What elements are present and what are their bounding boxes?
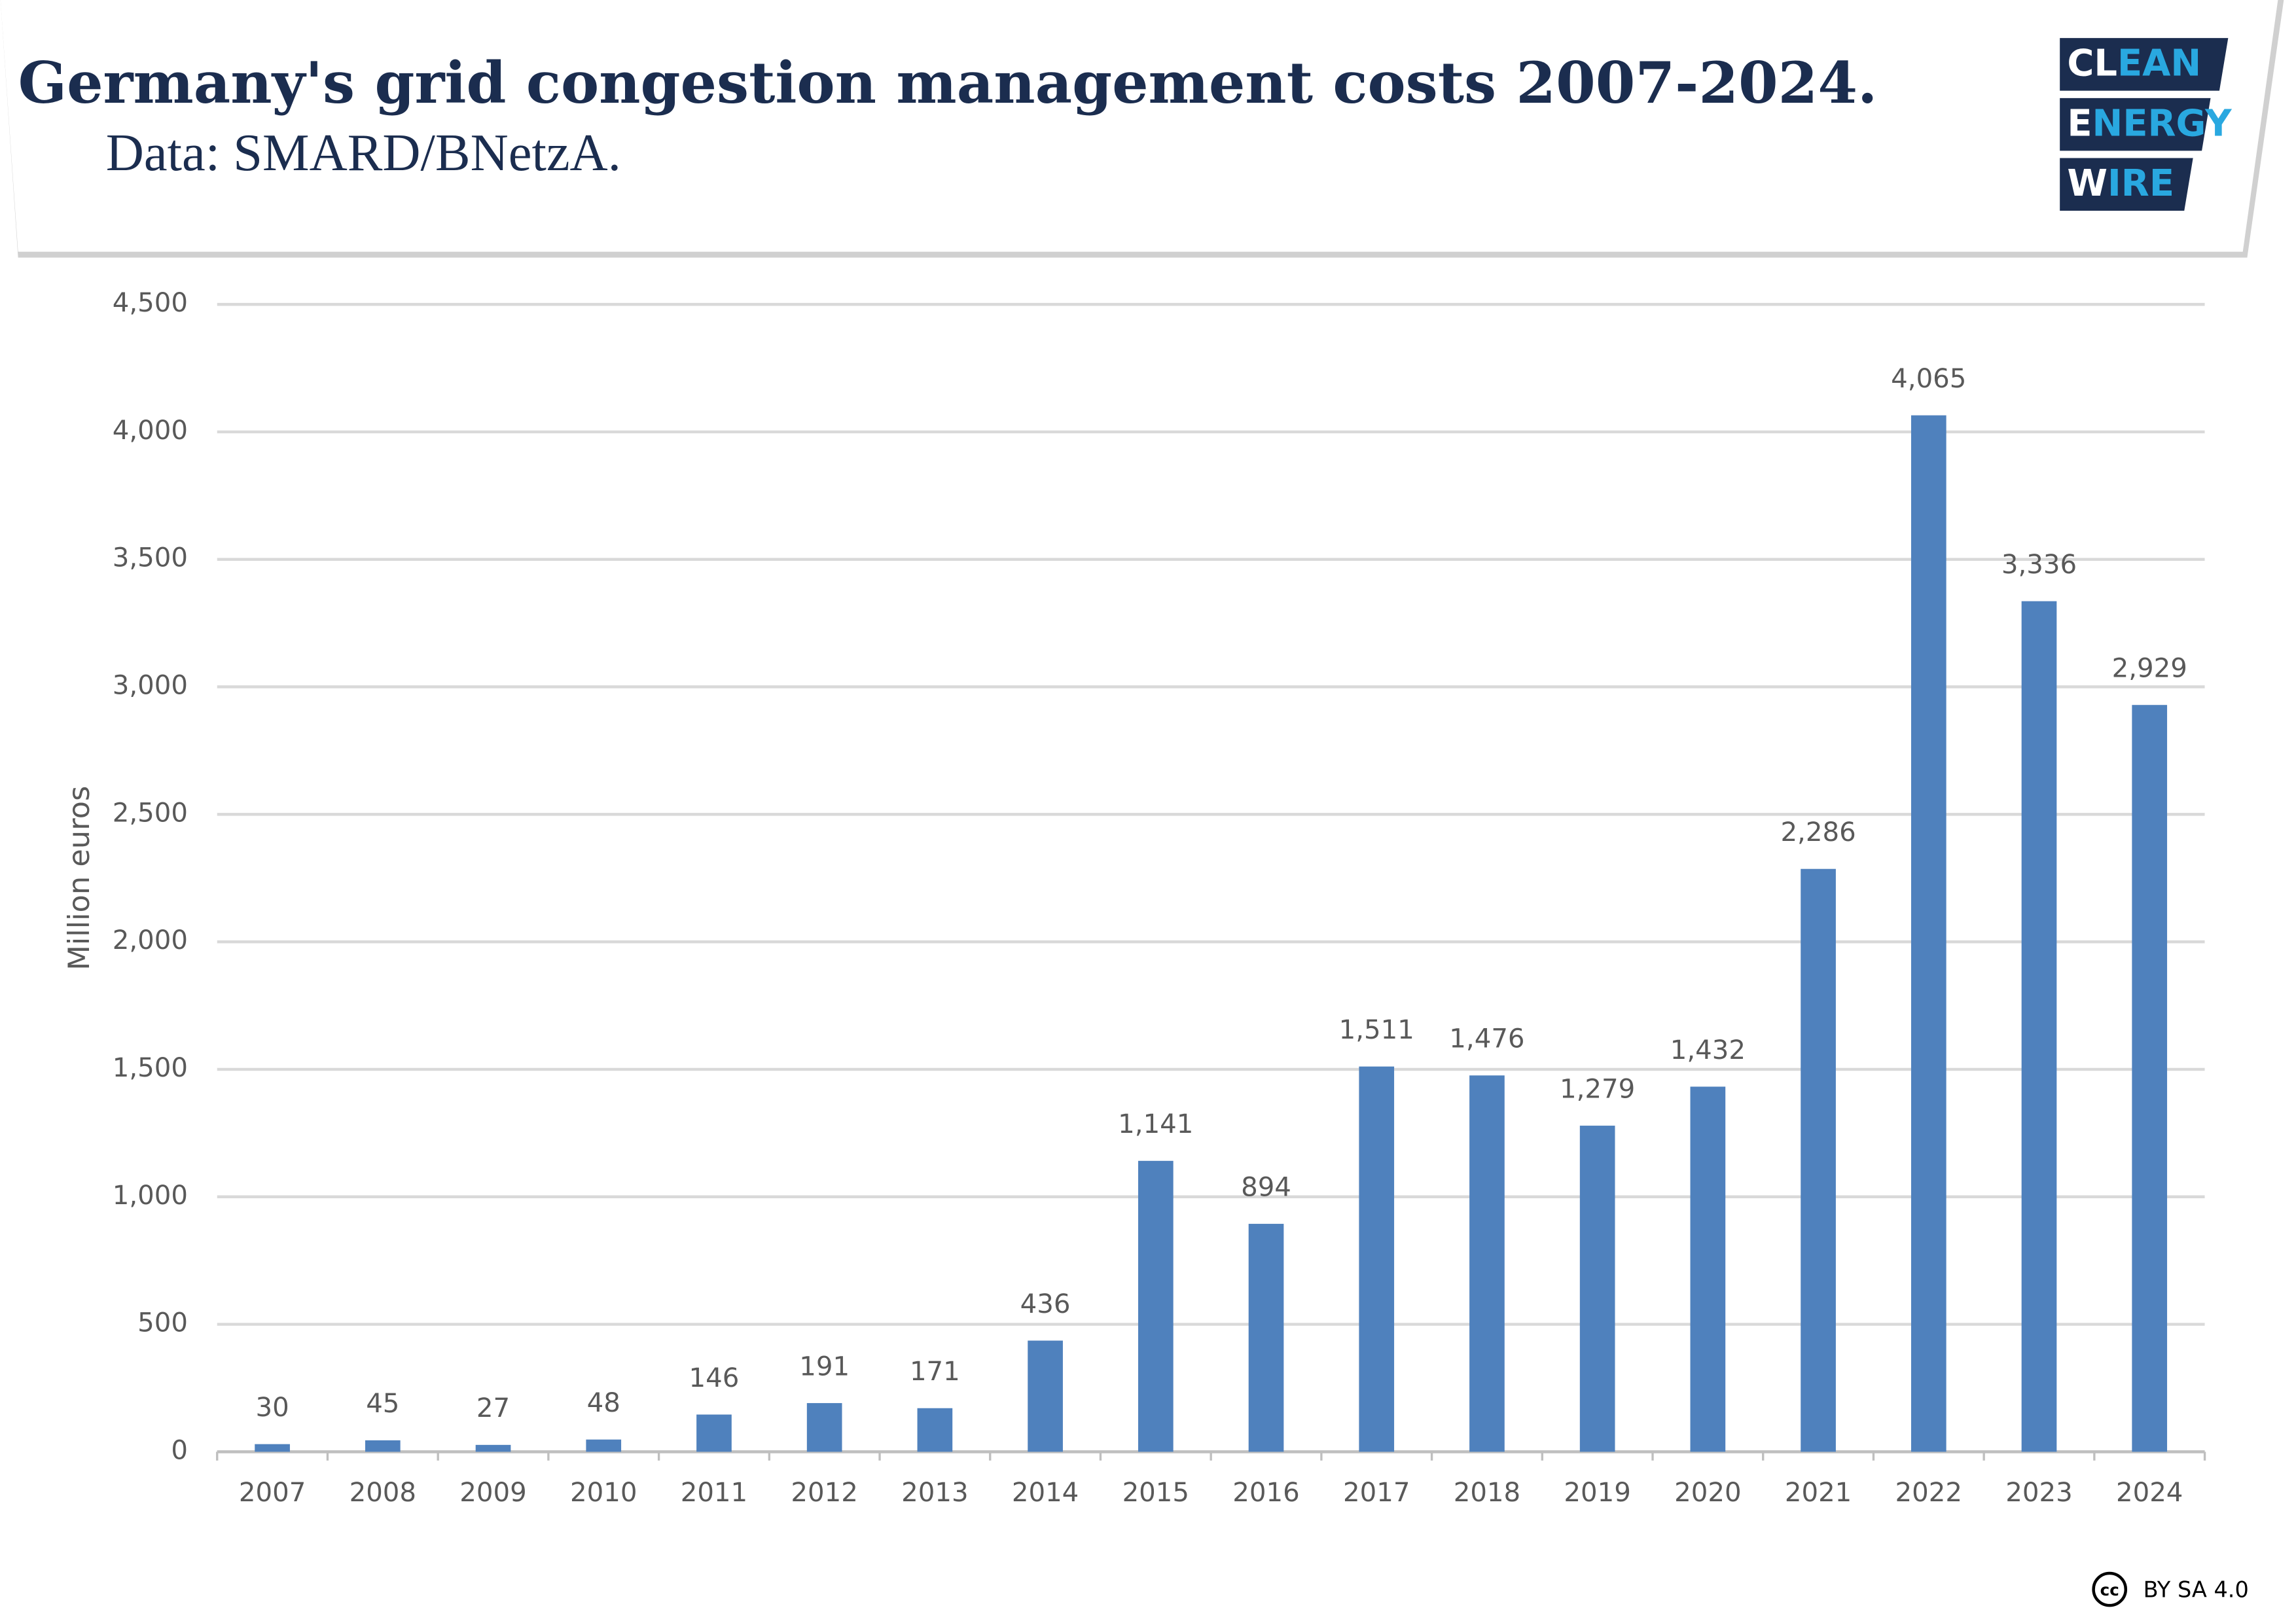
- bar: [1248, 1224, 1284, 1452]
- bar: [1469, 1075, 1505, 1452]
- logo-box: [2060, 38, 2229, 91]
- x-tick-label: 2014: [1012, 1478, 1079, 1508]
- x-tick-label: 2007: [239, 1478, 306, 1508]
- x-tick-label: 2021: [1785, 1478, 1852, 1508]
- bar: [2021, 601, 2057, 1452]
- y-tick-label: 500: [137, 1308, 188, 1338]
- y-tick-label: 1,500: [113, 1053, 188, 1083]
- bar: [586, 1439, 622, 1452]
- bar: [1690, 1086, 1726, 1452]
- x-tick-label: 2018: [1454, 1478, 1520, 1508]
- x-tick-label: 2011: [681, 1478, 747, 1508]
- y-tick-label: 4,000: [113, 416, 188, 446]
- value-label: 30: [255, 1393, 289, 1423]
- bar: [475, 1444, 511, 1452]
- x-tick-label: 2017: [1343, 1478, 1410, 1508]
- value-label: 2,286: [1780, 817, 1856, 847]
- y-tick-label: 3,000: [113, 671, 188, 701]
- y-tick-label: 4,500: [113, 288, 188, 318]
- value-label: 436: [1020, 1289, 1071, 1319]
- license-icon-ring: [2092, 1571, 2128, 1607]
- y-tick-label: 0: [171, 1435, 188, 1465]
- x-tick-label: 2020: [1674, 1478, 1741, 1508]
- logo-line: CLEAN: [2067, 43, 2201, 85]
- value-label: 1,141: [1118, 1109, 1193, 1139]
- y-tick-label: 2,000: [113, 925, 188, 955]
- value-label: 1,432: [1670, 1035, 1746, 1065]
- x-tick-label: 2008: [350, 1478, 416, 1508]
- header: [0, 0, 2278, 252]
- value-label: 191: [799, 1351, 850, 1382]
- logo-part: W: [2067, 162, 2108, 205]
- logo-line: WIRE: [2067, 162, 2174, 205]
- x-tick-label: 2010: [570, 1478, 637, 1508]
- logo-part: E: [2067, 102, 2092, 145]
- logo-part: CL: [2067, 43, 2117, 85]
- logo-part: IRE: [2108, 162, 2174, 205]
- value-label: 1,476: [1449, 1024, 1524, 1054]
- x-tick-label: 2024: [2116, 1478, 2183, 1508]
- value-label: 48: [587, 1388, 620, 1418]
- x-tick-label: 2022: [1895, 1478, 1962, 1508]
- value-label: 1,279: [1560, 1074, 1635, 1104]
- logo-box: [2060, 98, 2211, 151]
- bar: [365, 1440, 401, 1452]
- bar: [1910, 415, 1946, 1452]
- license-icon: cc: [2100, 1580, 2119, 1599]
- x-tick-label: 2016: [1232, 1478, 1299, 1508]
- value-label: 2,929: [2112, 654, 2187, 684]
- logo-box: [2060, 158, 2193, 211]
- bar: [1359, 1066, 1395, 1452]
- value-label: 3,336: [2001, 550, 2077, 580]
- value-label: 171: [910, 1357, 960, 1387]
- x-tick-label: 2012: [791, 1478, 857, 1508]
- bar: [1801, 868, 1836, 1452]
- y-tick-label: 2,500: [113, 798, 188, 828]
- license-text: BY SA 4.0: [2144, 1577, 2249, 1602]
- logo-line: ENERGY: [2067, 102, 2233, 145]
- value-label: 45: [366, 1389, 399, 1419]
- x-tick-label: 2023: [2005, 1478, 2072, 1508]
- bar: [806, 1402, 842, 1452]
- value-label: 894: [1241, 1172, 1291, 1202]
- logo: CLEAN ENERGY WIRE: [2060, 38, 2233, 211]
- x-tick-label: 2019: [1564, 1478, 1630, 1508]
- x-tick-label: 2015: [1122, 1478, 1189, 1508]
- y-tick-label: 1,000: [113, 1181, 188, 1211]
- bar: [1579, 1126, 1615, 1452]
- bar: [1138, 1160, 1174, 1452]
- y-tick-label: 3,500: [113, 543, 188, 573]
- value-label: 146: [689, 1363, 740, 1393]
- bar: [917, 1408, 953, 1452]
- x-tick-label: 2013: [901, 1478, 968, 1508]
- y-axis-label: Million euros: [62, 786, 96, 971]
- bar: [1028, 1340, 1063, 1452]
- logo-part: NERGY: [2092, 102, 2233, 145]
- bar: [696, 1414, 732, 1452]
- bar: [255, 1444, 290, 1452]
- x-tick-label: 2009: [459, 1478, 526, 1508]
- value-label: 4,065: [1891, 364, 1966, 394]
- value-label: 27: [476, 1393, 510, 1423]
- chart-subtitle: Data: SMARD/BNetzA.: [106, 124, 621, 182]
- logo-part: EAN: [2117, 43, 2201, 85]
- bar: [2132, 705, 2168, 1452]
- value-label: 1,511: [1339, 1015, 1414, 1045]
- chart-title: Germany's grid congestion management cos…: [18, 49, 1878, 116]
